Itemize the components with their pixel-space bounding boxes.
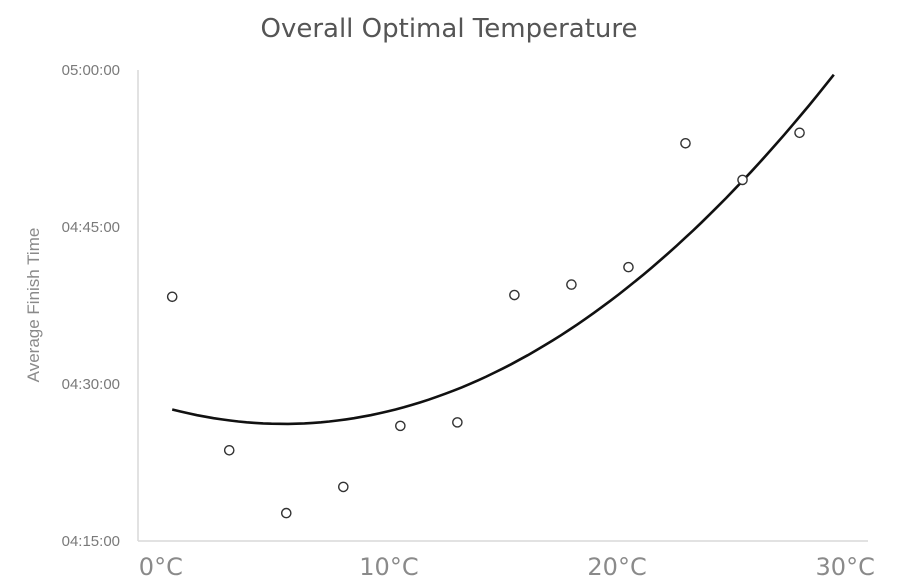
y-tick-label: 04:15:00	[62, 533, 120, 550]
data-point	[737, 174, 748, 186]
y-tick-labels: 04:15:00 04:30:00 04:45:00 05:00:00	[62, 62, 120, 550]
data-points	[166, 127, 805, 519]
data-point	[338, 481, 349, 493]
data-point	[680, 137, 691, 149]
data-point	[509, 289, 520, 301]
y-tick-label: 04:45:00	[62, 219, 120, 236]
x-tick-label: 10°C	[359, 553, 418, 580]
x-tick-label: 0°C	[139, 553, 183, 580]
x-tick-label: 20°C	[587, 553, 646, 580]
data-point	[566, 279, 577, 290]
data-point	[395, 420, 406, 432]
chart-title: Overall Optimal Temperature	[260, 14, 637, 44]
data-point	[623, 261, 634, 273]
data-point	[223, 444, 235, 456]
y-tick-label: 04:30:00	[62, 376, 120, 393]
x-tick-label: 30°C	[816, 553, 875, 580]
y-tick-label: 05:00:00	[62, 62, 120, 79]
data-point	[452, 417, 463, 428]
x-tick-labels: 0°C 10°C 20°C 30°C	[139, 553, 875, 580]
trendline	[171, 73, 835, 426]
y-axis-label: Average Finish Time	[24, 228, 43, 383]
data-point	[280, 507, 292, 519]
data-point	[166, 291, 178, 303]
data-point	[794, 127, 805, 139]
